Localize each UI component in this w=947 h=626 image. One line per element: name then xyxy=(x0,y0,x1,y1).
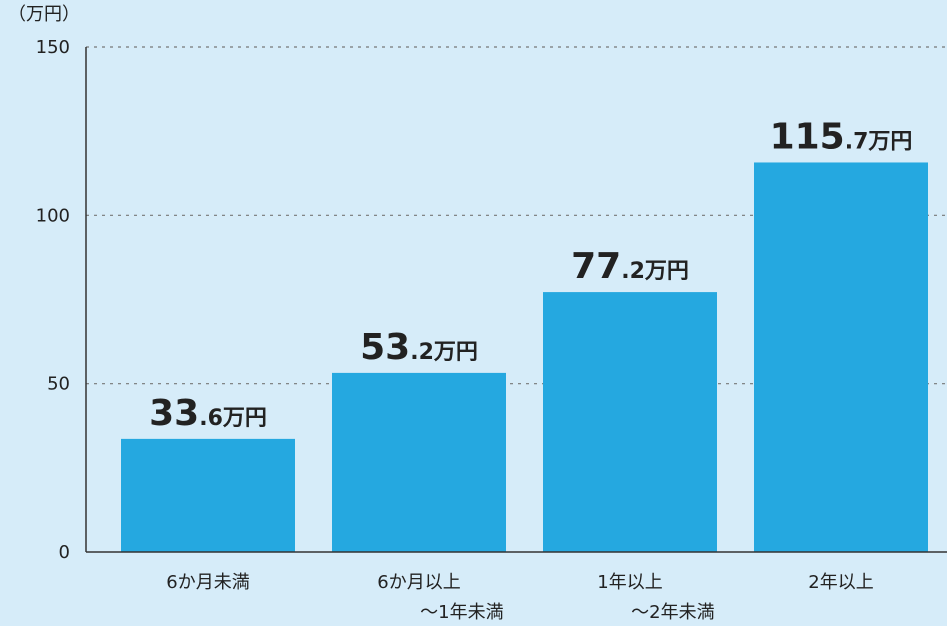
value-label: 115.7万円 xyxy=(770,116,913,157)
x-tick-label: 6か月以上 ～1年未満 xyxy=(377,572,503,623)
bar xyxy=(121,438,295,552)
x-tick-label: 1年以上 ～2年未満 xyxy=(597,572,714,623)
value-label-main: 33 xyxy=(149,393,199,434)
value-label-rest: .2万円 xyxy=(621,259,689,284)
x-tick-line: 6か月以上 xyxy=(377,572,460,593)
x-tick-line: ～2年未満 xyxy=(625,602,714,623)
value-label-main: 115 xyxy=(770,116,845,157)
y-axis-label: （万円） xyxy=(8,4,80,25)
y-tick-label: 0 xyxy=(59,542,70,563)
bar xyxy=(754,162,928,552)
x-tick-line: 1年以上 xyxy=(597,572,662,593)
x-tick-label: 2年以上 xyxy=(808,572,873,593)
x-tick-label: 6か月未満 xyxy=(166,572,249,593)
value-label-rest: .2万円 xyxy=(410,340,478,365)
value-label-main: 77 xyxy=(571,246,621,287)
y-tick-label: 100 xyxy=(36,205,70,226)
value-label: 33.6万円 xyxy=(149,393,267,434)
value-label-rest: .7万円 xyxy=(845,129,913,154)
y-tick-label: 50 xyxy=(47,374,70,395)
bar xyxy=(332,372,506,552)
x-tick-line: ～1年未満 xyxy=(414,602,503,623)
value-label: 53.2万円 xyxy=(360,327,478,368)
y-tick-label: 150 xyxy=(36,37,70,58)
bar xyxy=(543,292,717,552)
value-label: 77.2万円 xyxy=(571,246,689,287)
value-label-rest: .6万円 xyxy=(199,406,267,431)
value-label-main: 53 xyxy=(360,327,410,368)
